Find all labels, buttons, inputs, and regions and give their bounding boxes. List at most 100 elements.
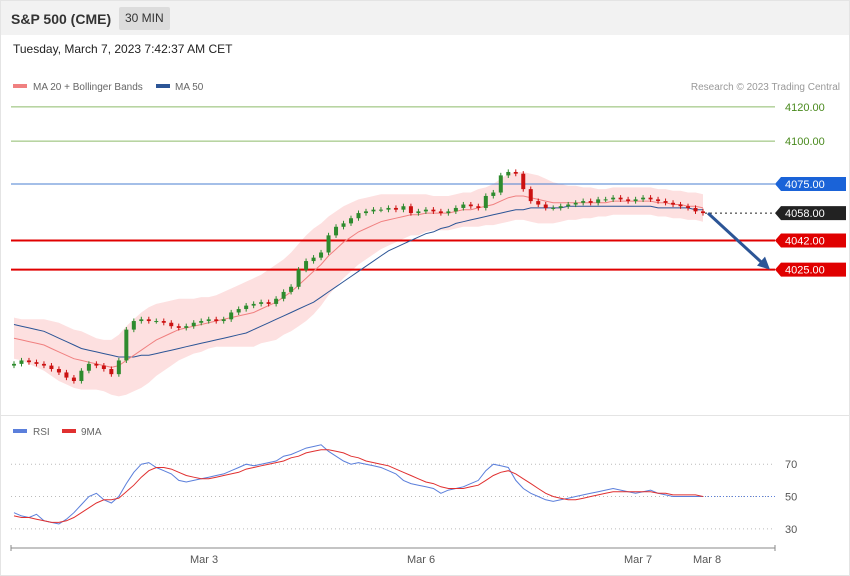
candle-body (304, 261, 309, 270)
level-tag-last (775, 206, 846, 221)
forecast-arrow-head (757, 256, 770, 270)
x-tick-label: Mar 8 (693, 554, 721, 566)
candle-body (626, 199, 631, 202)
level-label-pivot: 4075.00 (785, 179, 825, 191)
candle-body (611, 197, 616, 200)
candle-body (416, 211, 421, 214)
rsi-line (13, 444, 703, 525)
candle-body (588, 201, 593, 203)
candle-body (251, 303, 256, 306)
candle-body (686, 206, 691, 208)
candle-body (334, 226, 339, 236)
candle-body (236, 309, 241, 313)
candle-body (356, 213, 361, 219)
level-tag-support (775, 233, 846, 248)
candle-body (214, 319, 219, 322)
candle-body (701, 211, 705, 214)
candle-body (551, 207, 556, 209)
candle-body (423, 209, 428, 212)
candle-body (311, 257, 316, 262)
timeframe-badge[interactable]: 30 MIN (119, 7, 170, 30)
level-label-support: 4042.00 (785, 236, 825, 248)
candle-body (573, 202, 578, 205)
candle-body (124, 329, 129, 361)
rsi-ma-line (13, 449, 704, 523)
candle-body (289, 286, 294, 292)
candle-body (401, 206, 406, 210)
candle-body (41, 363, 46, 366)
x-axis: Mar 3 Mar 6 Mar 7 Mar 8 (10, 545, 776, 566)
ma20-line (13, 195, 704, 368)
candle-body (483, 195, 488, 208)
ma50-legend-swatch (156, 84, 170, 88)
level-label-resistance: 4100.00 (785, 136, 825, 148)
candle-body (678, 204, 683, 207)
candle-body (506, 171, 511, 176)
candle-body (371, 209, 376, 212)
candle-body (12, 363, 16, 366)
rsi-tick-label: 70 (785, 459, 797, 471)
instrument-title: S&P 500 (CME) (11, 11, 112, 27)
candle-body (618, 197, 623, 200)
candle-body (326, 235, 331, 253)
candle-body (296, 269, 301, 287)
candle-body (596, 199, 601, 203)
candle-body (521, 173, 526, 190)
candle-body (581, 201, 586, 203)
copyright-text: Research © 2023 Trading Central (691, 82, 840, 93)
candle-body (543, 204, 548, 208)
rsi-legend-swatch (13, 429, 27, 433)
candle-body (169, 322, 174, 327)
candle-body (221, 319, 226, 322)
candle-body (341, 223, 346, 227)
rsi-pane: 70 50 30 (11, 444, 797, 536)
candle-body (648, 197, 653, 200)
candle-body (199, 321, 204, 323)
level-label-support: 4025.00 (785, 265, 825, 277)
pane-separator (1, 415, 849, 416)
candle-body (64, 372, 69, 378)
candle-body (453, 207, 458, 212)
candle-body (513, 171, 518, 174)
candle-body (476, 206, 481, 208)
candle-body (26, 360, 31, 363)
candle-body (244, 305, 249, 310)
candle-body (71, 377, 76, 382)
candle-body (431, 209, 436, 212)
candle-body (176, 326, 181, 328)
candle-body (663, 201, 668, 203)
candle-body (191, 322, 196, 327)
x-tick-label: Mar 7 (624, 554, 652, 566)
candle-body (94, 363, 99, 366)
ma20-legend-swatch (13, 84, 27, 88)
candle-body (641, 197, 646, 200)
candle-body (206, 319, 211, 322)
candle-body (349, 218, 354, 224)
rsi-ma-legend-swatch (62, 429, 76, 433)
rsi-legend-label: RSI (33, 427, 50, 438)
candle-body (378, 209, 383, 211)
candle-body (319, 252, 324, 258)
level-label-last: 4058.00 (785, 208, 825, 220)
x-tick-label: Mar 6 (407, 554, 435, 566)
candle-body (603, 199, 608, 201)
rsi-ma-legend-label: 9MA (81, 427, 102, 438)
candle-body (259, 302, 264, 304)
forecast-arrow-shaft (706, 211, 766, 266)
candle-body (528, 189, 533, 202)
candle-body (86, 363, 91, 371)
candle-body (19, 360, 24, 364)
candle-body (49, 365, 54, 370)
candle-body (386, 207, 391, 210)
candle-body (34, 362, 39, 364)
candle-body (139, 319, 144, 322)
candle-body (633, 199, 638, 202)
forecast-arrow (706, 211, 770, 270)
moving-averages (13, 195, 704, 368)
candle-body (146, 319, 151, 322)
candle-body (101, 365, 106, 370)
candlesticks (12, 169, 705, 384)
candle-body (438, 211, 443, 214)
candle-body (116, 360, 121, 375)
